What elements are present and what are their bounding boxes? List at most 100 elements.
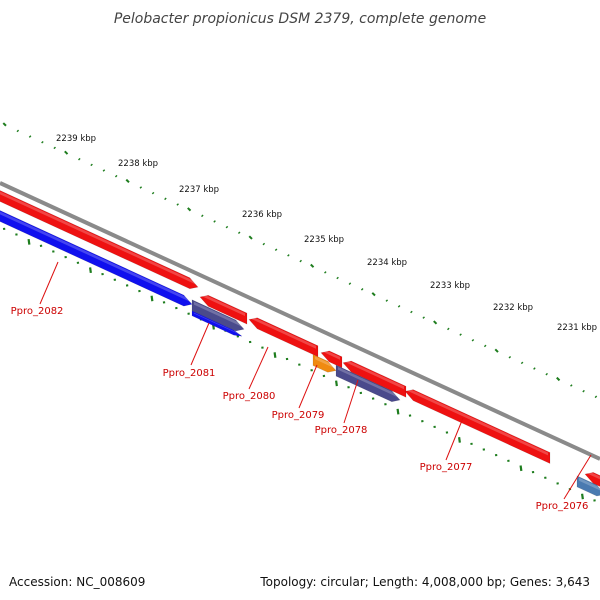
gene-highlight bbox=[194, 301, 242, 327]
map-title: Pelobacter propionicus DSM 2379, complet… bbox=[114, 11, 486, 27]
gene-highlight bbox=[338, 367, 398, 398]
minor-tick bbox=[336, 276, 339, 280]
gene-highlight bbox=[407, 387, 548, 456]
gene-label[interactable]: Ppro_2082 bbox=[11, 306, 64, 317]
minor-tick bbox=[41, 140, 44, 144]
minor-tick bbox=[533, 367, 536, 370]
major-tick bbox=[335, 380, 338, 387]
minor-tick bbox=[237, 231, 241, 235]
scale-labels: 2239 kbp 2238 kbp 2237 kbp 2236 kbp 2235 kbp… bbox=[56, 134, 597, 333]
gene-leader-line bbox=[563, 454, 592, 500]
scale-label: 2231 kbp bbox=[557, 323, 597, 333]
minor-tick bbox=[287, 254, 290, 257]
minor-tick bbox=[78, 157, 81, 161]
gene-arrow bbox=[0, 210, 193, 307]
scale-label: 2234 kbp bbox=[367, 258, 407, 268]
scale-ticks-outer bbox=[2, 122, 598, 399]
gene-leader-line bbox=[445, 417, 464, 461]
minor-tick bbox=[410, 310, 413, 314]
gene-leader-line bbox=[248, 346, 269, 390]
minor-tick bbox=[397, 305, 401, 308]
major-tick bbox=[64, 150, 69, 155]
gene-arrow bbox=[576, 475, 600, 497]
minor-tick bbox=[139, 186, 143, 189]
major-tick bbox=[371, 292, 376, 297]
scale-label: 2236 kbp bbox=[242, 210, 282, 220]
gene-arrow bbox=[342, 360, 407, 398]
major-tick bbox=[519, 465, 523, 472]
minor-tick bbox=[471, 338, 475, 342]
gene-arrow bbox=[404, 389, 551, 464]
gene-highlight bbox=[202, 293, 245, 316]
minor-tick bbox=[520, 361, 524, 365]
major-tick bbox=[581, 493, 584, 500]
gene-label[interactable]: Ppro_2078 bbox=[315, 425, 368, 436]
minor-tick bbox=[594, 395, 598, 399]
minor-tick bbox=[422, 316, 425, 319]
minor-tick bbox=[213, 220, 216, 223]
scale-label: 2237 kbp bbox=[179, 185, 219, 195]
gene-arrow bbox=[199, 294, 248, 325]
major-tick bbox=[556, 376, 561, 382]
minor-tick bbox=[508, 355, 512, 359]
gene-label[interactable]: Ppro_2077 bbox=[420, 462, 473, 473]
major-tick bbox=[89, 267, 92, 274]
scale-label: 2232 kbp bbox=[493, 303, 533, 313]
minor-tick bbox=[459, 333, 462, 336]
gene-label[interactable]: Ppro_2076 bbox=[536, 501, 589, 512]
minor-tick bbox=[545, 372, 548, 376]
minor-tick bbox=[348, 282, 352, 285]
minor-tick bbox=[53, 146, 56, 150]
gene-leader-line bbox=[298, 364, 318, 409]
gene-arrow bbox=[191, 310, 243, 337]
gene-highlight bbox=[251, 316, 316, 349]
minor-tick bbox=[385, 299, 389, 302]
scale-label: 2239 kbp bbox=[56, 134, 96, 144]
gene-label[interactable]: Ppro_2079 bbox=[272, 410, 325, 421]
minor-tick bbox=[447, 327, 450, 331]
scale-label: 2233 kbp bbox=[430, 281, 470, 291]
minor-tick bbox=[262, 242, 266, 246]
minor-tick bbox=[483, 344, 487, 348]
minor-tick bbox=[28, 135, 32, 138]
minor-tick bbox=[570, 384, 573, 387]
gene-label[interactable]: Ppro_2081 bbox=[163, 368, 216, 379]
major-tick bbox=[248, 235, 253, 240]
gene-arrow bbox=[248, 317, 319, 358]
minor-tick bbox=[360, 288, 364, 291]
gene-highlight bbox=[587, 470, 600, 480]
major-tick bbox=[273, 352, 277, 358]
minor-tick bbox=[201, 214, 204, 218]
gene-features bbox=[0, 190, 600, 497]
minor-tick bbox=[324, 271, 327, 274]
gene-highlight bbox=[315, 356, 334, 368]
major-tick bbox=[187, 207, 192, 212]
minor-tick bbox=[102, 169, 106, 172]
minor-tick bbox=[176, 203, 179, 206]
minor-tick bbox=[151, 191, 155, 195]
gene-arrow bbox=[584, 472, 600, 487]
major-tick bbox=[125, 178, 130, 184]
minor-tick bbox=[114, 174, 118, 178]
minor-tick bbox=[274, 248, 278, 252]
gene-arrow bbox=[312, 354, 337, 373]
gene-arrow bbox=[191, 299, 245, 332]
major-tick bbox=[27, 239, 31, 245]
minor-tick bbox=[16, 129, 20, 133]
major-tick bbox=[433, 320, 438, 325]
major-tick bbox=[494, 348, 499, 353]
gene-label[interactable]: Ppro_2080 bbox=[223, 391, 276, 402]
minor-tick bbox=[164, 197, 167, 201]
minor-tick bbox=[90, 163, 93, 167]
major-tick bbox=[458, 437, 461, 443]
major-tick bbox=[396, 408, 400, 415]
scale-ticks-inner bbox=[2, 227, 596, 502]
minor-tick bbox=[582, 389, 585, 393]
gene-arrow bbox=[0, 190, 199, 290]
major-tick bbox=[2, 122, 7, 127]
accession-text: Accession: NC_008609 bbox=[9, 575, 145, 589]
genome-summary-text: Topology: circular; Length: 4,008,000 bp… bbox=[259, 575, 590, 589]
genome-backbone bbox=[0, 181, 600, 461]
gene-leader-line bbox=[190, 322, 210, 366]
